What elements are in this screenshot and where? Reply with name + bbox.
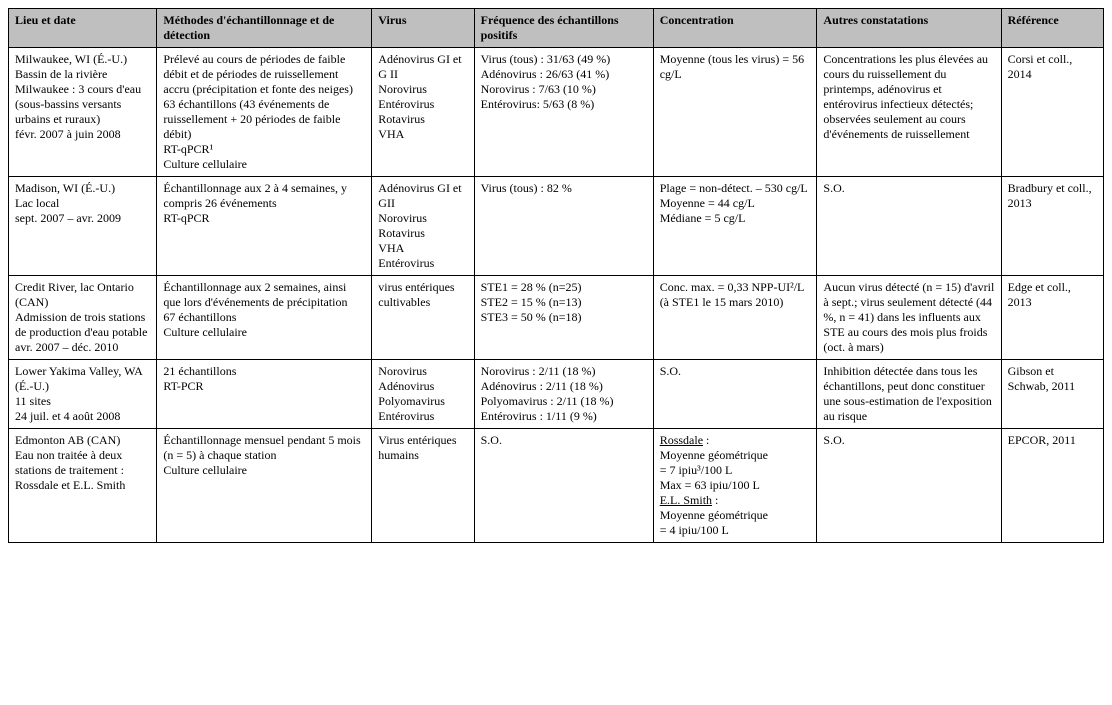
cell: EPCOR, 2011 — [1001, 429, 1103, 543]
table-row: Credit River, lac Ontario (CAN)Admission… — [9, 276, 1104, 360]
col-header: Méthodes d'échantillonnage et de détecti… — [157, 9, 372, 48]
cell: Virus (tous) : 82 % — [474, 177, 653, 276]
cell: Milwaukee, WI (É.-U.)Bassin de la rivièr… — [9, 48, 157, 177]
cell: STE1 = 28 % (n=25)STE2 = 15 % (n=13)STE3… — [474, 276, 653, 360]
cell: Conc. max. = 0,33 NPP-UI²/L (à STE1 le 1… — [653, 276, 817, 360]
cell: Lower Yakima Valley, WA (É.-U.)11 sites2… — [9, 360, 157, 429]
cell: Échantillonnage aux 2 à 4 semaines, y co… — [157, 177, 372, 276]
cell: Credit River, lac Ontario (CAN)Admission… — [9, 276, 157, 360]
cell: Inhibition détectée dans tous les échant… — [817, 360, 1001, 429]
cell: S.O. — [817, 429, 1001, 543]
col-header: Fréquence des échantillons positifs — [474, 9, 653, 48]
table-row: Lower Yakima Valley, WA (É.-U.)11 sites2… — [9, 360, 1104, 429]
col-header: Référence — [1001, 9, 1103, 48]
table-row: Milwaukee, WI (É.-U.)Bassin de la rivièr… — [9, 48, 1104, 177]
cell: virus entériques cultivables — [372, 276, 474, 360]
cell: Concentrations les plus élevées au cours… — [817, 48, 1001, 177]
cell: Échantillonnage aux 2 semaines, ainsi qu… — [157, 276, 372, 360]
cell: Madison, WI (É.-U.)Lac localsept. 2007 –… — [9, 177, 157, 276]
col-header: Virus — [372, 9, 474, 48]
cell: NorovirusAdénovirusPolyomavirusEntérovir… — [372, 360, 474, 429]
table-body: Milwaukee, WI (É.-U.)Bassin de la rivièr… — [9, 48, 1104, 543]
cell: Aucun virus détecté (n = 15) d'avril à s… — [817, 276, 1001, 360]
cell: Virus entériques humains — [372, 429, 474, 543]
cell: Virus (tous) : 31/63 (49 %)Adénovirus : … — [474, 48, 653, 177]
cell: S.O. — [474, 429, 653, 543]
cell: Adénovirus GI et G IINorovirusEntéroviru… — [372, 48, 474, 177]
cell: Bradbury et coll., 2013 — [1001, 177, 1103, 276]
col-header: Concentration — [653, 9, 817, 48]
cell: S.O. — [653, 360, 817, 429]
cell: Norovirus : 2/11 (18 %)Adénovirus : 2/11… — [474, 360, 653, 429]
cell: Prélevé au cours de périodes de faible d… — [157, 48, 372, 177]
cell: Échantillonnage mensuel pendant 5 mois (… — [157, 429, 372, 543]
cell: Rossdale :Moyenne géométrique = 7 ipiu³/… — [653, 429, 817, 543]
cell: Gibson et Schwab, 2011 — [1001, 360, 1103, 429]
cell: Plage = non-détect. – 530 cg/LMoyenne = … — [653, 177, 817, 276]
table-header: Lieu et date Méthodes d'échantillonnage … — [9, 9, 1104, 48]
cell: Moyenne (tous les virus) = 56 cg/L — [653, 48, 817, 177]
table-row: Edmonton AB (CAN)Eau non traitée à deux … — [9, 429, 1104, 543]
cell: 21 échantillonsRT-PCR — [157, 360, 372, 429]
cell: Edge et coll., 2013 — [1001, 276, 1103, 360]
cell: Edmonton AB (CAN)Eau non traitée à deux … — [9, 429, 157, 543]
data-table: Lieu et date Méthodes d'échantillonnage … — [8, 8, 1104, 543]
col-header: Autres constatations — [817, 9, 1001, 48]
col-header: Lieu et date — [9, 9, 157, 48]
cell: Adénovirus GI et GIINorovirusRotavirusVH… — [372, 177, 474, 276]
table-row: Madison, WI (É.-U.)Lac localsept. 2007 –… — [9, 177, 1104, 276]
cell: Corsi et coll., 2014 — [1001, 48, 1103, 177]
cell: S.O. — [817, 177, 1001, 276]
